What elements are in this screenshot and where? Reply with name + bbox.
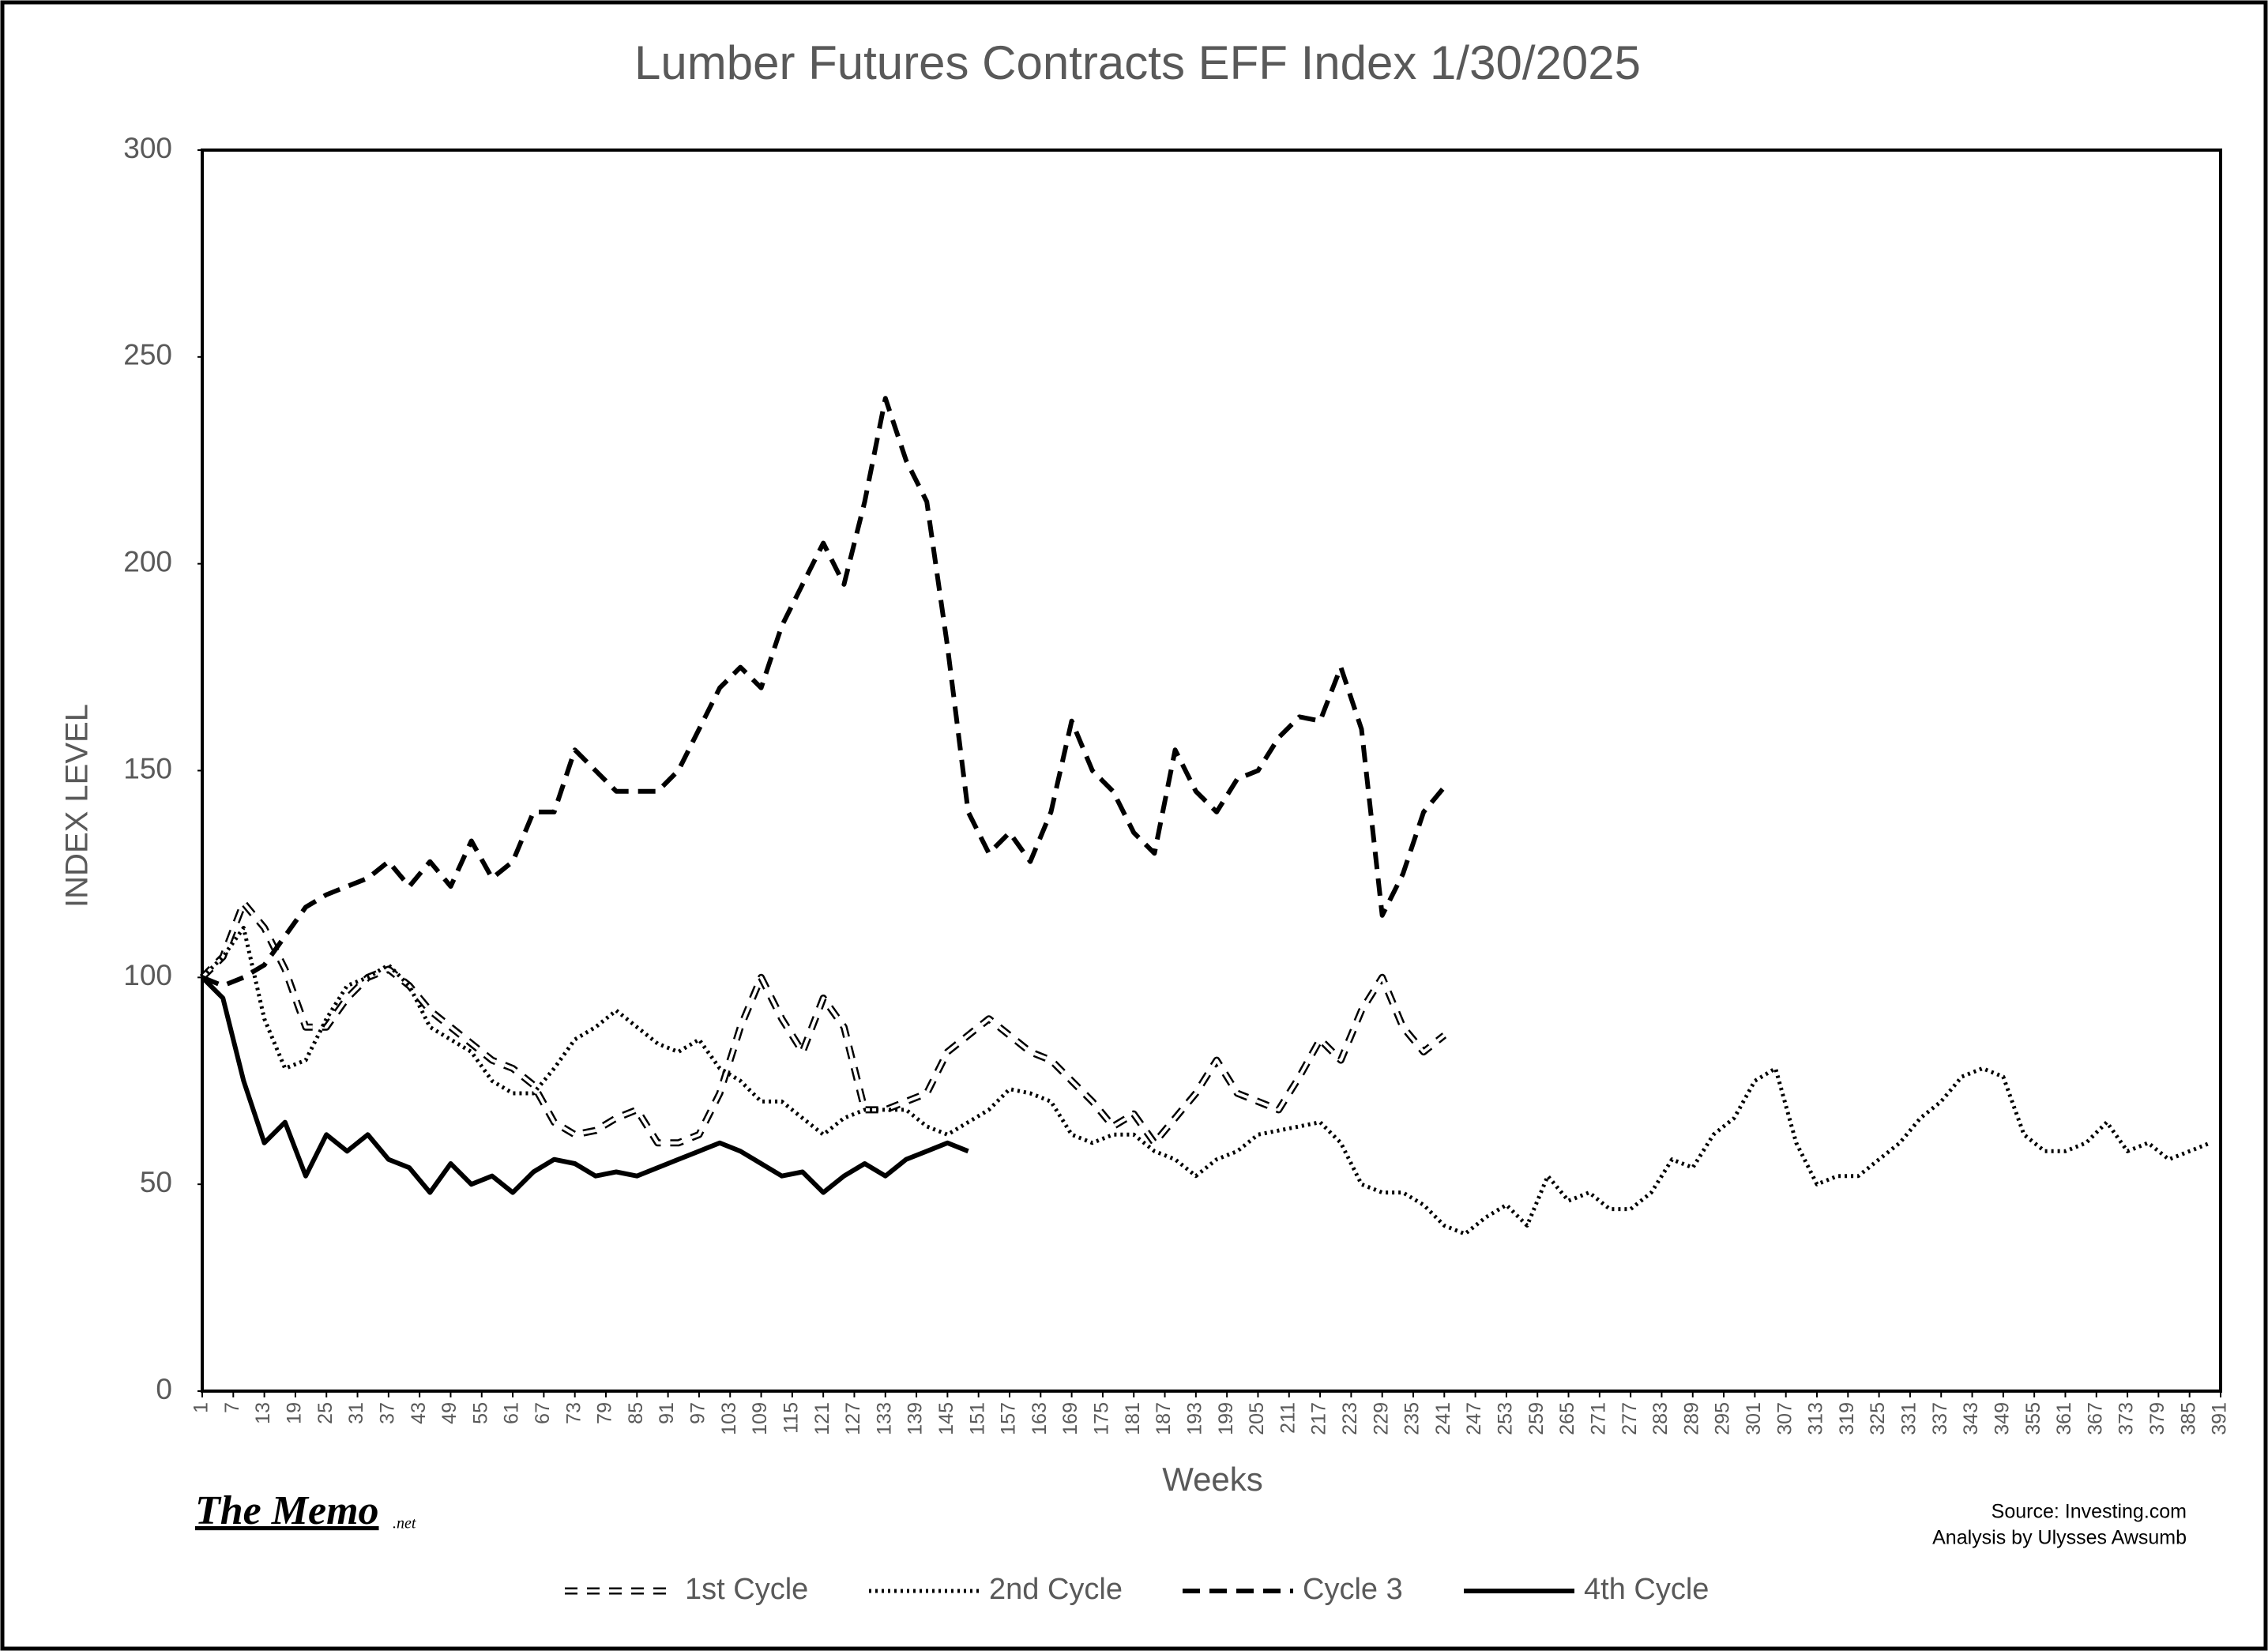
series-line bbox=[200, 976, 969, 1195]
x-tick-label: 139 bbox=[905, 1402, 927, 1435]
series-line bbox=[201, 396, 1446, 988]
x-tick-label: 145 bbox=[935, 1402, 957, 1435]
x-tick-label: 31 bbox=[345, 1402, 367, 1424]
legend-label: Cycle 3 bbox=[1303, 1573, 1403, 1606]
x-tick-label: 391 bbox=[2209, 1402, 2231, 1435]
x-tick-label: 109 bbox=[749, 1402, 771, 1435]
x-tick-label: 379 bbox=[2146, 1402, 2168, 1435]
x-tick-label: 103 bbox=[718, 1402, 740, 1435]
x-tick-label: 247 bbox=[1463, 1402, 1485, 1435]
x-tick-label: 97 bbox=[687, 1402, 709, 1424]
x-tick-label: 283 bbox=[1649, 1402, 1672, 1435]
x-tick-label: 385 bbox=[2177, 1402, 2199, 1435]
x-tick-label: 49 bbox=[438, 1402, 461, 1424]
x-tick-label: 229 bbox=[1370, 1402, 1392, 1435]
x-tick-label: 373 bbox=[2116, 1402, 2138, 1435]
x-tick-label: 271 bbox=[1587, 1402, 1609, 1435]
x-tick-label: 55 bbox=[469, 1402, 491, 1424]
x-tick-label: 259 bbox=[1525, 1402, 1548, 1435]
y-tick-label: 0 bbox=[156, 1373, 172, 1405]
x-tick-label: 367 bbox=[2084, 1402, 2106, 1435]
x-axis-label: Weeks bbox=[1162, 1461, 1263, 1498]
x-tick-label: 349 bbox=[1991, 1402, 2013, 1435]
x-tick-label: 241 bbox=[1432, 1402, 1454, 1435]
x-tick-label: 163 bbox=[1029, 1402, 1051, 1435]
x-tick-label: 133 bbox=[873, 1402, 895, 1435]
x-tick-label: 151 bbox=[966, 1402, 988, 1435]
x-tick-label: 193 bbox=[1183, 1402, 1205, 1435]
x-tick-label: 301 bbox=[1743, 1402, 1765, 1435]
x-tick-label: 235 bbox=[1401, 1402, 1424, 1435]
brand-suffix: .net bbox=[393, 1515, 416, 1533]
x-tick-label: 337 bbox=[1929, 1402, 1951, 1435]
x-tick-label: 223 bbox=[1339, 1402, 1361, 1435]
x-tick-label: 1 bbox=[190, 1402, 213, 1413]
x-tick-label: 307 bbox=[1773, 1402, 1796, 1435]
analysis-note: Analysis by Ulysses Awsumb bbox=[1932, 1527, 2187, 1549]
x-tick-label: 19 bbox=[284, 1402, 306, 1424]
x-tick-label: 295 bbox=[1712, 1402, 1734, 1435]
x-tick-label: 205 bbox=[1246, 1402, 1268, 1435]
y-tick-label: 100 bbox=[123, 959, 172, 991]
x-tick-label: 37 bbox=[376, 1402, 398, 1424]
x-tick-label: 157 bbox=[998, 1402, 1020, 1435]
legend-label: 1st Cycle bbox=[685, 1573, 808, 1606]
x-tick-label: 253 bbox=[1495, 1402, 1517, 1435]
x-tick-label: 85 bbox=[625, 1402, 647, 1424]
x-tick-label: 115 bbox=[780, 1402, 802, 1434]
x-tick-label: 181 bbox=[1122, 1402, 1144, 1435]
legend-label: 4th Cycle bbox=[1584, 1573, 1709, 1606]
x-tick-label: 319 bbox=[1836, 1402, 1858, 1435]
x-tick-label: 127 bbox=[842, 1402, 864, 1435]
x-tick-label: 277 bbox=[1619, 1402, 1641, 1435]
legend-label: 2nd Cycle bbox=[989, 1573, 1123, 1606]
x-tick-label: 121 bbox=[811, 1402, 833, 1435]
x-tick-label: 13 bbox=[252, 1402, 274, 1424]
x-tick-label: 67 bbox=[532, 1402, 554, 1424]
chart-title: Lumber Futures Contracts EFF Index 1/30/… bbox=[634, 36, 1641, 89]
x-tick-label: 361 bbox=[2053, 1402, 2075, 1435]
x-tick-label: 211 bbox=[1277, 1402, 1299, 1434]
y-tick-label: 200 bbox=[123, 545, 172, 577]
x-tick-label: 355 bbox=[2022, 1402, 2044, 1435]
x-tick-label: 43 bbox=[408, 1402, 430, 1424]
x-tick-label: 169 bbox=[1059, 1402, 1081, 1435]
y-tick-label: 300 bbox=[123, 132, 172, 164]
x-tick-label: 175 bbox=[1091, 1402, 1113, 1435]
x-tick-label: 25 bbox=[314, 1402, 337, 1424]
y-tick-label: 50 bbox=[140, 1166, 172, 1198]
x-tick-label: 325 bbox=[1867, 1402, 1889, 1435]
x-tick-label: 313 bbox=[1805, 1402, 1827, 1435]
x-tick-label: 61 bbox=[501, 1402, 523, 1424]
x-tick-label: 199 bbox=[1215, 1402, 1237, 1435]
x-tick-label: 79 bbox=[594, 1402, 616, 1424]
x-tick-label: 91 bbox=[656, 1402, 678, 1424]
x-tick-label: 265 bbox=[1556, 1402, 1578, 1435]
y-tick-label: 250 bbox=[123, 339, 172, 371]
series-line-inner bbox=[201, 901, 1446, 1145]
y-axis-label: INDEX LEVEL bbox=[60, 704, 95, 908]
x-tick-label: 7 bbox=[221, 1402, 243, 1413]
x-tick-label: 73 bbox=[562, 1402, 585, 1424]
y-tick-label: 150 bbox=[123, 752, 172, 784]
x-tick-label: 343 bbox=[1960, 1402, 1982, 1435]
series-line bbox=[201, 926, 2211, 1236]
source-note: Source: Investing.com bbox=[1992, 1501, 2187, 1523]
x-tick-label: 289 bbox=[1680, 1402, 1702, 1435]
x-tick-label: 331 bbox=[1898, 1402, 1920, 1435]
x-tick-label: 187 bbox=[1153, 1402, 1175, 1435]
x-tick-label: 217 bbox=[1308, 1402, 1330, 1435]
brand: The Memo bbox=[195, 1488, 379, 1533]
